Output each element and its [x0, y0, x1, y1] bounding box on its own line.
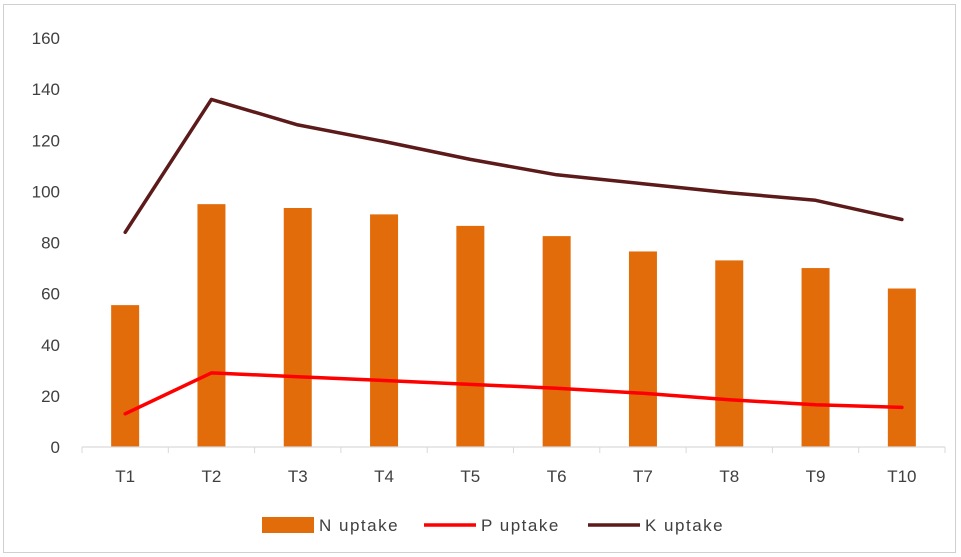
n-uptake-legend-swatch: [262, 517, 314, 533]
y-tick-label: 0: [51, 438, 60, 457]
y-tick-label: 40: [41, 336, 60, 355]
n-uptake-bar: [628, 251, 657, 447]
n-uptake-bar: [111, 305, 140, 447]
y-tick-label: 160: [32, 29, 60, 48]
y-axis-labels: 0 20 40 60 80 100 120 140 160: [32, 29, 60, 457]
x-tick-label: T4: [374, 467, 394, 486]
y-tick-label: 60: [41, 285, 60, 304]
n-uptake-bar: [283, 207, 312, 447]
x-tick-label: T2: [202, 467, 222, 486]
y-tick-label: 120: [32, 131, 60, 150]
x-tick-label: T5: [460, 467, 480, 486]
x-tick-label: T9: [806, 467, 826, 486]
legend: N uptake P uptake K uptake: [262, 516, 724, 535]
y-tick-label: 20: [41, 387, 60, 406]
k-uptake-line: [123, 97, 904, 235]
x-tick-label: T6: [547, 467, 567, 486]
x-tick-label: T7: [633, 467, 653, 486]
n-uptake-bar: [370, 214, 399, 447]
n-uptake-bars: [111, 204, 916, 447]
p-uptake-line: [123, 371, 904, 416]
x-tick-label: T3: [288, 467, 308, 486]
n-uptake-bar: [197, 204, 226, 447]
y-tick-label: 140: [32, 80, 60, 99]
x-axis-labels: T1 T2 T3 T4 T5 T6 T7 T8 T9 T10: [115, 467, 916, 486]
y-tick-label: 80: [41, 234, 60, 253]
n-uptake-bar: [801, 268, 830, 447]
n-uptake-bar: [887, 288, 916, 447]
k-uptake-legend-label: K uptake: [645, 516, 724, 535]
y-tick-label: 100: [32, 182, 60, 201]
n-uptake-bar: [456, 225, 485, 447]
x-tick-label: T1: [115, 467, 135, 486]
line-series: [123, 97, 904, 416]
n-uptake-bar: [715, 260, 744, 447]
n-uptake-legend-label: N uptake: [319, 516, 399, 535]
p-uptake-legend-label: P uptake: [481, 516, 560, 535]
x-tick-label: T8: [719, 467, 739, 486]
x-axis-ticks: [81, 447, 946, 453]
x-tick-label: T10: [887, 467, 916, 486]
n-uptake-bar: [542, 236, 571, 447]
